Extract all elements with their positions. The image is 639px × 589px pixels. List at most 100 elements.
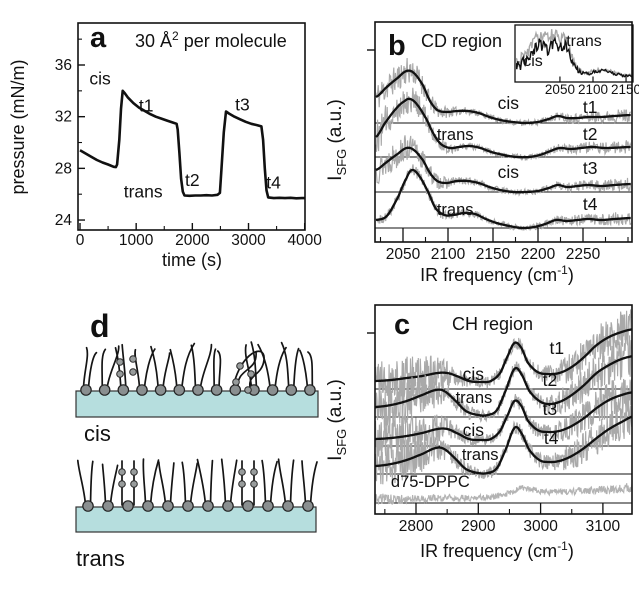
lipid-tail [109,464,119,506]
lipid-tail [229,459,238,506]
lipid-head [80,384,92,396]
lipid-tail [216,350,222,389]
trace-label-d75-DPPC: d75-DPPC [391,473,470,491]
azo-group-marker [250,480,258,488]
azo-group-marker [118,468,126,476]
tick-label: 32 [55,109,72,126]
plot-frame [77,22,306,231]
azo-group-marker [244,386,252,394]
lipid-tail [162,352,171,389]
azo-group-marker [238,468,246,476]
azo-group-marker [236,362,244,370]
tick-label: 0 [76,232,85,249]
trace-fit-cis [375,391,632,442]
lipid-tail [82,346,89,389]
lipid-tail [257,343,271,389]
lipid-tail [189,462,199,506]
panel-a-title: 30 Å2 per molecule [135,29,287,51]
lipid-tail [261,459,267,506]
lipid-tail [274,346,287,389]
tick-label: 2900 [461,518,496,535]
panel-d-letter: d [90,308,110,344]
trace-data-trans [375,87,632,162]
lipid-tail [280,341,290,389]
lipid-tail [220,458,227,506]
substrate-trans [75,506,317,533]
azo-group-marker [130,468,138,476]
lipid-tail [292,347,300,389]
tick-label: 3100 [586,518,621,535]
lipid-head [202,500,214,512]
panel-a-plot: 0 1000 2000 3000 4000 24 28 32 36 cis t1 trans t2 t3 t… [8,22,322,270]
trace-data-cis [375,377,632,459]
annotation-trans: trans [124,182,163,202]
trace-fit-trans [375,97,632,159]
tick-label: 2000 [175,232,210,249]
trace-data-cis [375,135,632,197]
panel-a-letter: a [90,22,107,54]
inset-label-cis: cis [523,53,543,70]
trace-label-t4: t4 [544,428,559,448]
annotation-t2: t2 [185,170,200,190]
azo-group-marker [250,468,258,476]
lipid-head [98,384,111,396]
panel-d-schematic: d cis trans [75,308,319,571]
lipid-head [266,384,279,396]
lipid-tail [158,461,167,506]
lipid-head [162,500,174,512]
lipid-tail [134,348,141,389]
trace-label-t1: t1 [549,338,564,358]
lipid-tail [142,458,147,506]
panel-c-ylabel: ISFG (a.u.) [325,379,349,461]
trace-fit-trans [375,355,632,417]
lipid-tail [150,345,159,389]
tick-label: 2250 [566,246,601,263]
lipid-tail [269,460,278,506]
lipid-head [154,384,167,396]
lipid-tail [76,459,87,506]
lipid-head [182,500,194,512]
lipid-tail [121,343,127,389]
inset-trace-cis [516,36,632,78]
panel-c-letter: c [394,309,410,341]
tick-label: 28 [55,160,72,177]
tick-label: 1000 [119,232,154,249]
azo-group-marker [116,358,124,366]
trace-label-t3: t3 [543,399,558,419]
lipid-tail [309,461,318,506]
lipid-head [82,500,94,512]
lipid-tail [250,341,258,389]
panel-b-letter: b [388,30,406,62]
trace-label-trans: trans [437,126,474,144]
cis-schematic-label: cis [84,421,111,446]
data-curve-pressure [79,89,305,200]
lipid-head [173,384,186,396]
lipid-tail [277,458,287,506]
trace-label-t3: t3 [583,158,598,178]
azo-group-marker [118,480,126,488]
azo-group-marker [232,378,240,386]
panel-d-generated [75,341,319,533]
lipid-head [210,384,223,396]
azo-group-marker [116,370,124,378]
panel-c-generated: cis t1 trans t2 cis t3 trans t4 d75-DPPC 2800 2900… [367,304,633,535]
plot-frame [374,21,633,243]
lipid-tail [87,351,98,389]
trace-label-cis: cis [498,162,520,182]
lipid-head [229,384,242,396]
trace-label-t4: t4 [583,194,598,214]
trace-fit-cis [375,69,632,125]
lipid-tail [106,345,120,389]
lipid-head [262,500,274,512]
tick-label: 2100 [578,82,608,97]
trace-label-cis: cis [498,93,520,113]
azo-group-marker [130,480,138,488]
panel-b-xlabel: IR frequency (cm-1) [420,263,574,285]
lipid-head [192,384,204,396]
lipid-tails [76,341,318,506]
trace-data-d75-DPPC [375,482,632,505]
tick-label: 2050 [545,82,575,97]
lipid-tail [196,458,207,506]
inset-label-trans: trans [566,33,602,50]
